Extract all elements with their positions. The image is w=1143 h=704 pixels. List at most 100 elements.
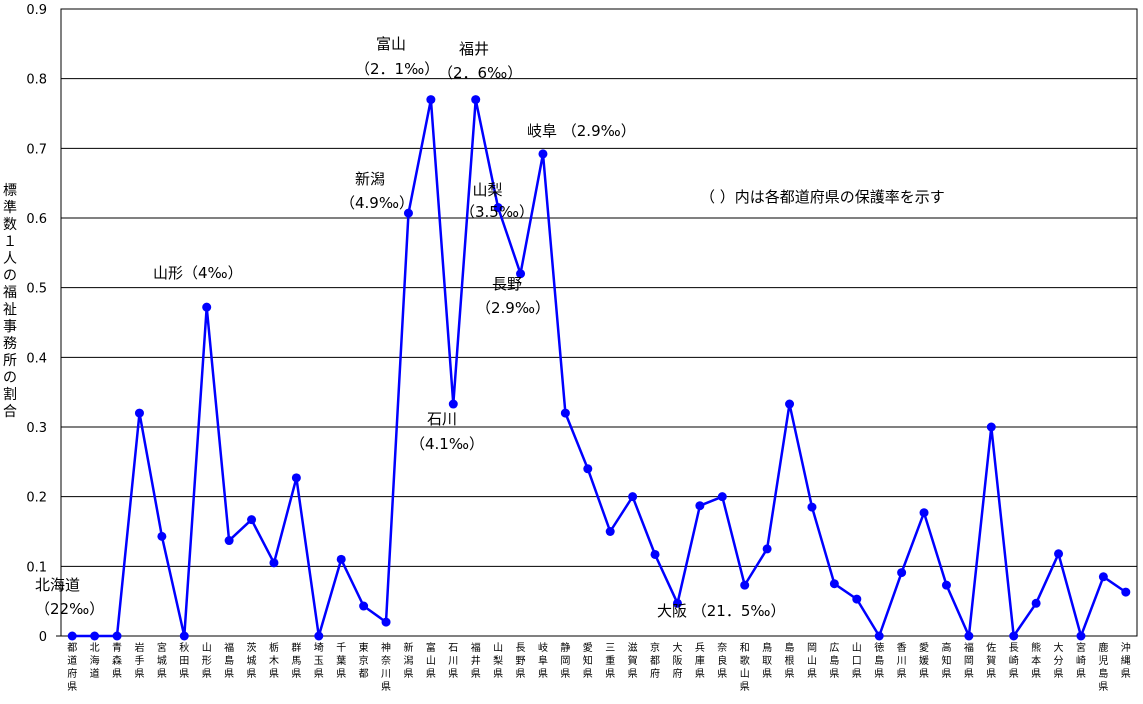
svg-text:埼: 埼	[314, 641, 324, 654]
svg-text:歌: 歌	[740, 654, 750, 667]
svg-text:野: 野	[516, 655, 526, 667]
svg-text:県: 県	[403, 668, 413, 680]
svg-text:滋: 滋	[628, 641, 638, 654]
svg-text:府: 府	[67, 667, 77, 680]
svg-text:島: 島	[829, 654, 839, 667]
svg-text:大: 大	[1054, 641, 1064, 654]
svg-text:都: 都	[650, 655, 660, 667]
data-point	[291, 473, 301, 483]
data-point	[90, 631, 100, 641]
data-point	[516, 269, 526, 279]
svg-text:県: 県	[336, 668, 346, 680]
svg-text:奈: 奈	[381, 654, 391, 667]
svg-text:本: 本	[1031, 654, 1041, 667]
x-tick-label: 埼玉県	[314, 641, 324, 680]
svg-text:熊: 熊	[1031, 641, 1041, 654]
data-point	[650, 549, 660, 559]
x-tick-labels: 都道府県北海道青森県岩手県宮城県秋田県山形県福島県茨城県栃木県群馬県埼玉県千葉県…	[67, 641, 1131, 693]
data-point	[964, 631, 974, 641]
svg-text:福: 福	[964, 641, 974, 654]
svg-text:神: 神	[381, 641, 391, 654]
x-tick-label: 長野県	[516, 642, 526, 680]
svg-text:県: 県	[538, 668, 548, 680]
y-tick-label: 0.9	[26, 3, 47, 18]
svg-text:香: 香	[897, 642, 907, 654]
svg-text:川: 川	[381, 669, 391, 680]
svg-text:県: 県	[1076, 668, 1086, 680]
svg-text:県: 県	[493, 668, 503, 680]
data-point	[829, 579, 839, 589]
svg-text:東: 東	[359, 641, 369, 654]
svg-text:県: 県	[941, 668, 951, 680]
x-tick-label: 青森県	[112, 641, 122, 680]
data-point	[986, 422, 996, 432]
svg-text:福: 福	[471, 641, 481, 654]
series-line-path	[72, 98, 1127, 638]
data-point	[359, 601, 369, 611]
x-tick-label: 宮崎県	[1076, 641, 1086, 680]
svg-text:県: 県	[919, 668, 929, 680]
data-point	[1076, 631, 1086, 641]
data-point	[897, 568, 907, 578]
svg-text:岡: 岡	[964, 655, 974, 667]
x-tick-label: 沖縄県	[1121, 641, 1131, 680]
svg-text:川: 川	[897, 656, 907, 667]
svg-text:海: 海	[90, 654, 100, 667]
series-points	[67, 95, 1131, 641]
svg-text:栃: 栃	[269, 641, 279, 654]
data-point	[1031, 598, 1041, 608]
svg-text:崎: 崎	[1009, 654, 1019, 667]
svg-text:大: 大	[672, 641, 682, 654]
svg-text:北: 北	[90, 642, 100, 654]
svg-text:県: 県	[560, 668, 570, 680]
data-point	[717, 492, 727, 502]
data-point	[1098, 572, 1108, 582]
data-point	[179, 631, 189, 641]
svg-text:県: 県	[448, 668, 458, 680]
annotation-gifu: 岐阜 （2.9‰）	[527, 122, 636, 140]
annotation-hokkaido: 北海道 （22‰）	[35, 576, 105, 618]
svg-text:県: 県	[717, 668, 727, 680]
series-line	[72, 98, 1127, 638]
svg-text:島: 島	[1098, 667, 1108, 680]
y-tick-label: 0	[39, 630, 47, 645]
svg-text:山: 山	[807, 655, 817, 667]
svg-text:石: 石	[448, 643, 458, 654]
x-tick-label: 熊本県	[1031, 641, 1041, 680]
data-point	[471, 95, 481, 105]
svg-text:島: 島	[874, 654, 884, 667]
svg-text:岩: 岩	[134, 641, 144, 654]
svg-text:都: 都	[359, 668, 369, 680]
svg-text:山: 山	[852, 642, 862, 654]
svg-text:鳥: 鳥	[762, 641, 772, 654]
svg-text:県: 県	[516, 668, 526, 680]
svg-text:阪: 阪	[672, 654, 682, 667]
y-tick-label: 0.2	[26, 491, 47, 506]
svg-text:県: 県	[179, 668, 189, 680]
axes	[56, 8, 1138, 637]
svg-text:県: 県	[1121, 668, 1131, 680]
x-tick-label: 千葉県	[336, 642, 346, 680]
svg-text:沖: 沖	[1121, 641, 1131, 654]
x-tick-label: 高知県	[941, 641, 951, 680]
x-tick-label: 山形県	[202, 642, 212, 680]
svg-text:取: 取	[762, 655, 772, 667]
data-point	[202, 302, 212, 312]
data-point	[762, 544, 772, 554]
annotation-osaka: 大阪 （21．5‰）	[657, 602, 786, 620]
svg-text:静: 静	[560, 641, 570, 654]
svg-text:県: 県	[874, 668, 884, 680]
x-tick-label: 北海道	[90, 642, 100, 680]
svg-text:井: 井	[471, 654, 481, 667]
x-tick-label: 兵庫県	[695, 641, 705, 680]
svg-text:宮: 宮	[157, 641, 167, 654]
x-tick-label: 岐阜県	[538, 641, 548, 680]
x-tick-label: 愛知県	[583, 641, 593, 680]
data-point	[269, 558, 279, 568]
data-point	[448, 399, 458, 409]
svg-text:県: 県	[426, 668, 436, 680]
x-tick-label: 群馬県	[291, 641, 301, 680]
svg-text:重: 重	[605, 654, 615, 667]
data-point	[919, 508, 929, 518]
